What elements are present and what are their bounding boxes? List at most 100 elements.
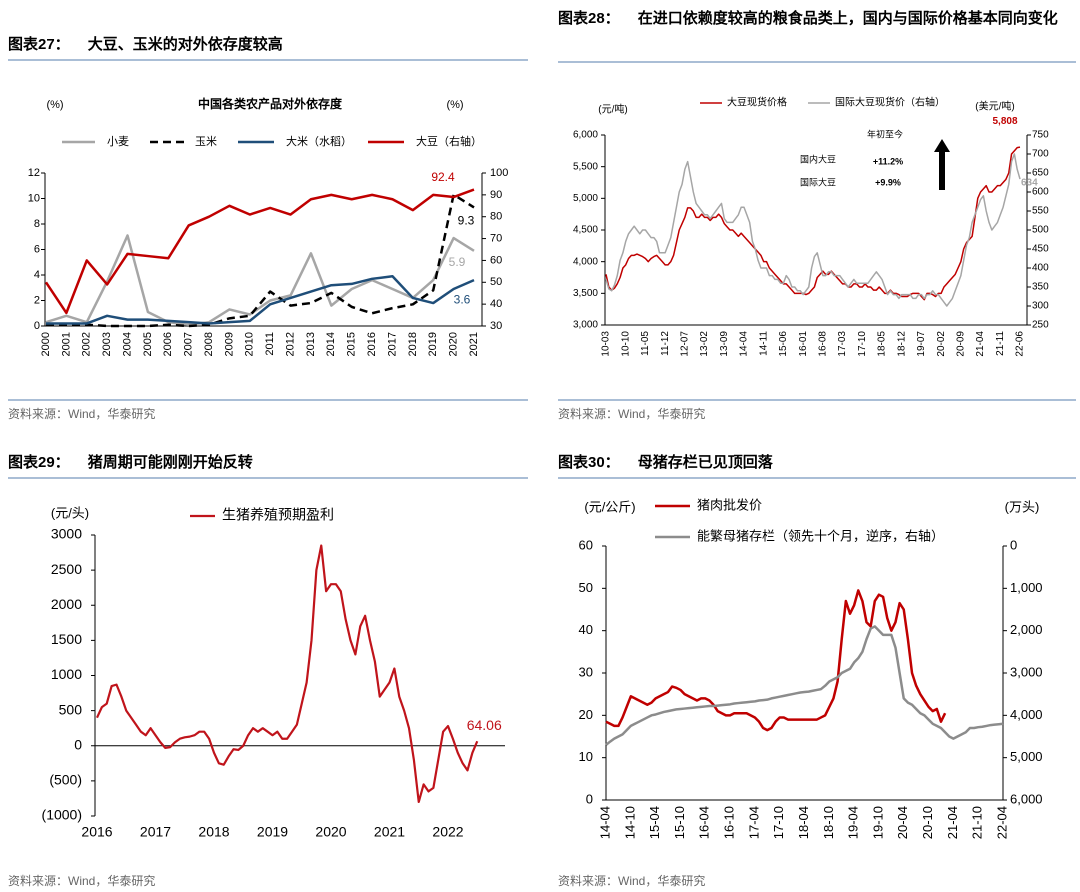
y2-tick-label: 0 bbox=[1010, 537, 1017, 552]
y2-tick-label: 250 bbox=[1032, 320, 1049, 331]
series-line bbox=[605, 589, 947, 732]
x-tick-label: 17-10 bbox=[771, 806, 786, 839]
heading-text: 大豆、玉米的对外依存度较高 bbox=[87, 36, 283, 53]
y-tick-label: 12 bbox=[28, 167, 40, 179]
y-tick-label: 5,500 bbox=[573, 161, 598, 172]
y2-tick-label: 90 bbox=[490, 189, 502, 201]
heading-text: 猪周期可能刚刚开始反转 bbox=[87, 454, 253, 471]
y-tick-label: 20 bbox=[579, 707, 593, 722]
series-line bbox=[44, 188, 475, 315]
legend-label: 国际大豆现货价（右轴） bbox=[835, 96, 945, 109]
x-tick-label: 14-11 bbox=[758, 331, 769, 356]
x-tick-label: 15-06 bbox=[778, 331, 789, 357]
x-tick-label: 20-10 bbox=[920, 806, 935, 839]
y-tick-label: 4,500 bbox=[573, 225, 598, 236]
y-tick-label: 3,000 bbox=[573, 320, 598, 331]
y-tick-label: 0 bbox=[74, 736, 82, 752]
y2-axis-label: (万头) bbox=[1005, 499, 1040, 514]
figure-label: 图表28： bbox=[558, 10, 620, 27]
x-tick-label: 16-10 bbox=[722, 806, 737, 839]
y2-tick-label: 6,000 bbox=[1010, 791, 1043, 806]
legend-label: 能繁母猪存栏（领先十个月，逆序，右轴） bbox=[697, 528, 944, 543]
x-tick-label: 14-04 bbox=[739, 331, 750, 357]
y2-tick-label: 350 bbox=[1032, 282, 1049, 293]
series-line bbox=[46, 275, 475, 325]
y2-tick-label: 400 bbox=[1032, 263, 1049, 274]
data-label: 92.4 bbox=[431, 170, 455, 184]
legend-label: 猪肉批发价 bbox=[697, 497, 762, 512]
y2-tick-label: 5,000 bbox=[1010, 749, 1043, 764]
x-tick-label: 2005 bbox=[142, 332, 154, 356]
series-line bbox=[605, 153, 1021, 307]
source: 资料来源：Wind，华泰研究 bbox=[8, 874, 156, 888]
x-tick-label: 2018 bbox=[407, 332, 419, 356]
series-line bbox=[605, 625, 1004, 746]
y-tick-label: 500 bbox=[59, 701, 83, 717]
y-tick-label: 60 bbox=[579, 537, 593, 552]
figure-label: 图表29： bbox=[8, 454, 70, 471]
x-tick-label: 2016 bbox=[366, 332, 378, 356]
x-tick-label: 2010 bbox=[244, 332, 256, 356]
x-tick-label: 2020 bbox=[315, 824, 346, 840]
y-tick-label: 8 bbox=[34, 218, 40, 230]
x-tick-label: 13-02 bbox=[699, 331, 710, 357]
x-tick-label: 21-04 bbox=[945, 806, 960, 839]
legend-label: 大豆（右轴） bbox=[416, 134, 482, 148]
legend-label: 大豆现货价格 bbox=[727, 96, 787, 109]
y-tick-label: 2000 bbox=[51, 596, 82, 612]
y-tick-label: 6 bbox=[34, 243, 40, 255]
y2-tick-label: 4,000 bbox=[1010, 707, 1043, 722]
y-axis-label: (元/吨) bbox=[598, 103, 627, 116]
y2-tick-label: 50 bbox=[490, 276, 502, 288]
data-label: 3.6 bbox=[454, 292, 471, 306]
x-tick-label: 2011 bbox=[264, 332, 276, 356]
y-tick-label: 10 bbox=[579, 749, 593, 764]
y-tick-label: 40 bbox=[579, 622, 593, 637]
x-tick-label: 21-10 bbox=[970, 806, 985, 839]
y2-tick-label: 550 bbox=[1032, 206, 1049, 217]
y2-tick-label: 300 bbox=[1032, 301, 1049, 312]
x-tick-label: 14-04 bbox=[597, 806, 612, 839]
x-tick-label: 2006 bbox=[162, 332, 174, 356]
x-tick-label: 2017 bbox=[386, 332, 398, 356]
x-tick-label: 15-10 bbox=[672, 806, 687, 839]
y-tick-label: 1000 bbox=[51, 666, 82, 682]
y2-tick-label: 100 bbox=[490, 167, 508, 179]
legend-label: 小麦 bbox=[107, 135, 129, 148]
x-tick-label: 2000 bbox=[40, 332, 52, 356]
annotation: +9.9% bbox=[875, 177, 901, 187]
figure-heading: 图表28： 在进口依赖度较高的粮食品类上，国内与国际价格基本同向变化 bbox=[558, 6, 1073, 32]
x-tick-label: 20-04 bbox=[895, 806, 910, 839]
y2-tick-label: 650 bbox=[1032, 168, 1049, 179]
x-tick-label: 16-01 bbox=[798, 331, 809, 357]
x-tick-label: 19-04 bbox=[846, 806, 861, 839]
y2-tick-label: 700 bbox=[1032, 149, 1049, 160]
figure-label: 图表30： bbox=[558, 454, 620, 471]
y2-axis-label: (%) bbox=[446, 99, 463, 111]
x-tick-label: 2004 bbox=[121, 332, 133, 356]
x-tick-label: 20-09 bbox=[955, 331, 966, 357]
x-tick-label: 17-04 bbox=[746, 806, 761, 839]
x-tick-label: 2015 bbox=[346, 332, 358, 356]
y2-axis-label: (美元/吨) bbox=[975, 100, 1014, 113]
y2-tick-label: 600 bbox=[1032, 187, 1049, 198]
y-tick-label: (1000) bbox=[42, 807, 82, 823]
y-tick-label: 2500 bbox=[51, 561, 82, 577]
x-tick-label: 2020 bbox=[448, 332, 460, 356]
source: 资料来源：Wind，华泰研究 bbox=[558, 874, 706, 888]
x-tick-label: 2021 bbox=[468, 332, 480, 356]
x-tick-label: 16-08 bbox=[817, 331, 828, 357]
figure-heading: 图表30： 母猪存栏已见顶回落 bbox=[558, 450, 1073, 476]
y-tick-label: 3,500 bbox=[573, 288, 598, 299]
x-tick-label: 21-04 bbox=[975, 331, 986, 357]
x-tick-label: 10-03 bbox=[601, 331, 612, 357]
y-tick-label: 2 bbox=[34, 294, 40, 306]
x-tick-label: 2014 bbox=[325, 332, 337, 356]
x-tick-label: 2022 bbox=[432, 824, 463, 840]
x-tick-label: 2016 bbox=[81, 824, 112, 840]
x-tick-label: 18-04 bbox=[796, 806, 811, 839]
heading-text: 在进口依赖度较高的粮食品类上，国内与国际价格基本同向变化 bbox=[637, 10, 1058, 27]
x-tick-label: 2007 bbox=[183, 332, 195, 356]
